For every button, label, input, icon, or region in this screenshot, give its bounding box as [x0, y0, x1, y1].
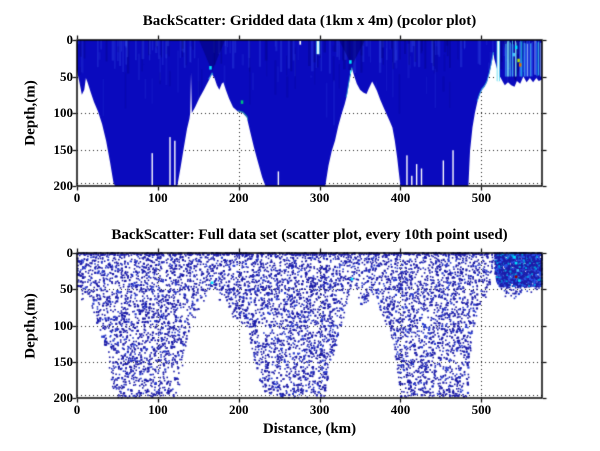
bottom-plot-x-tick-label: 0 — [73, 402, 81, 417]
top-plot-x-tick-label: 400 — [390, 190, 411, 205]
top-plot-y-tick-label: 100 — [53, 105, 74, 120]
bottom-plot-y-tick-label: 50 — [60, 281, 73, 297]
pcolor-plot-canvas — [69, 32, 550, 194]
top-plot-y-tick-label: 50 — [60, 68, 73, 84]
bottom-plot-y-tick-label: 200 — [53, 390, 74, 405]
top-plot-x-tick-label: 100 — [148, 190, 168, 205]
bottom-plot-y-tick-label: 150 — [53, 353, 74, 369]
bottom-plot-x-tick-label: 300 — [309, 402, 330, 417]
top-plot-x-tick-label: 200 — [228, 190, 249, 205]
scatter-plot-canvas — [69, 245, 550, 406]
bottom-plot-xlabel: Distance, (km) — [262, 421, 357, 437]
top-plot-y-tick-label: 200 — [53, 178, 74, 193]
bottom-plot-x-tick-label: 100 — [148, 402, 168, 417]
top-plot-y-tick-label: 150 — [53, 141, 74, 157]
top-plot-title: BackScatter: Gridded data (1km x 4m) (pc… — [142, 13, 477, 29]
bottom-plot-x-tick-label: 500 — [471, 402, 492, 417]
top-plot-x-tick-label: 500 — [471, 190, 492, 205]
bottom-plot-title: BackScatter: Full data set (scatter plot… — [111, 227, 508, 243]
bottom-plot-x-tick-label: 400 — [390, 402, 411, 417]
top-plot-ylabel: Depth,(m) — [22, 80, 39, 146]
top-plot-x-tick-label: 300 — [309, 190, 330, 205]
bottom-plot-x-tick-label: 200 — [228, 402, 249, 417]
bottom-plot-y-tick-label: 100 — [53, 317, 74, 333]
top-plot-x-tick-label: 0 — [73, 190, 81, 205]
top-plot-y-tick-label: 0 — [66, 32, 74, 47]
bottom-plot-y-tick-label: 0 — [66, 245, 74, 260]
bottom-plot-ylabel: Depth,(m) — [22, 293, 39, 359]
